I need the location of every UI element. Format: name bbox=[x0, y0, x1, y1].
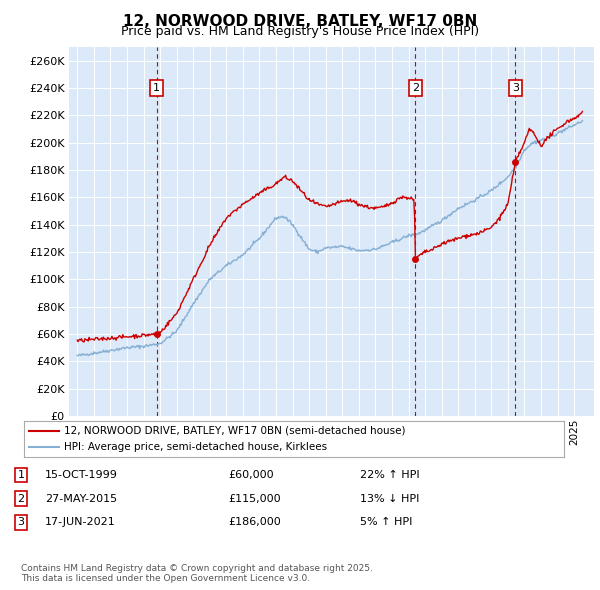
Text: Contains HM Land Registry data © Crown copyright and database right 2025.
This d: Contains HM Land Registry data © Crown c… bbox=[21, 563, 373, 583]
Text: 2: 2 bbox=[17, 494, 25, 503]
Text: 22% ↑ HPI: 22% ↑ HPI bbox=[360, 470, 419, 480]
Text: 1: 1 bbox=[153, 83, 160, 93]
Text: HPI: Average price, semi-detached house, Kirklees: HPI: Average price, semi-detached house,… bbox=[65, 442, 328, 452]
Text: 12, NORWOOD DRIVE, BATLEY, WF17 0BN: 12, NORWOOD DRIVE, BATLEY, WF17 0BN bbox=[123, 14, 477, 28]
Text: 12, NORWOOD DRIVE, BATLEY, WF17 0BN (semi-detached house): 12, NORWOOD DRIVE, BATLEY, WF17 0BN (sem… bbox=[65, 426, 406, 436]
Text: 5% ↑ HPI: 5% ↑ HPI bbox=[360, 517, 412, 527]
Text: 27-MAY-2015: 27-MAY-2015 bbox=[45, 494, 117, 503]
Text: 13% ↓ HPI: 13% ↓ HPI bbox=[360, 494, 419, 503]
Text: Price paid vs. HM Land Registry's House Price Index (HPI): Price paid vs. HM Land Registry's House … bbox=[121, 25, 479, 38]
Text: 1: 1 bbox=[17, 470, 25, 480]
Text: 17-JUN-2021: 17-JUN-2021 bbox=[45, 517, 116, 527]
Text: 3: 3 bbox=[17, 517, 25, 527]
Text: 2: 2 bbox=[412, 83, 419, 93]
Text: £60,000: £60,000 bbox=[228, 470, 274, 480]
Text: £186,000: £186,000 bbox=[228, 517, 281, 527]
Text: 15-OCT-1999: 15-OCT-1999 bbox=[45, 470, 118, 480]
Text: 3: 3 bbox=[512, 83, 519, 93]
Text: £115,000: £115,000 bbox=[228, 494, 281, 503]
